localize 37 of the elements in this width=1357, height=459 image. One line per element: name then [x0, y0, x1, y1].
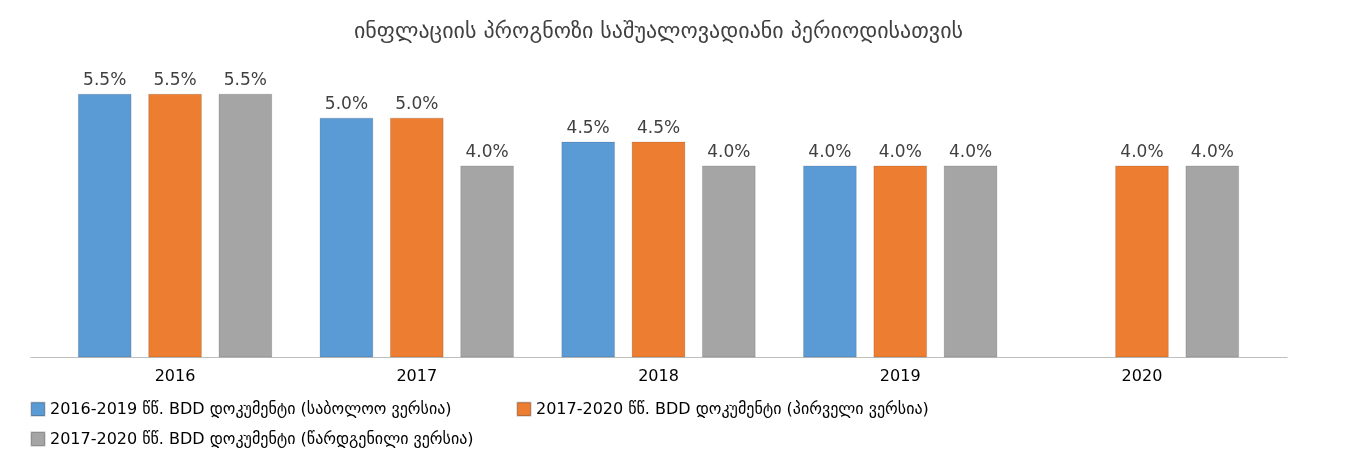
data-label: 5.0%	[395, 93, 439, 114]
bar	[78, 94, 132, 358]
data-label: 4.5%	[636, 117, 681, 138]
legend-label: 2017-2020 წწ. BDD დოკუმენტი (პირველი ვერსია)	[536, 399, 929, 419]
data-label: 4.5%	[566, 117, 610, 138]
bar	[390, 117, 444, 358]
legend-label: 2017-2020 წწ. BDD დოკუმენტი (წარდგენილი ვერსია)	[50, 429, 474, 448]
x-tick-label: 2019	[879, 365, 921, 385]
data-label: 4.0%	[808, 140, 852, 161]
data-label: 4.0%	[465, 140, 509, 161]
x-tick-label: 2016	[154, 365, 196, 385]
bar	[319, 117, 374, 358]
x-tick-label: 2018	[638, 365, 679, 385]
x-tick-label: 2017	[396, 365, 438, 385]
bar	[943, 165, 998, 358]
bar	[1185, 165, 1239, 358]
chart-title: ინფლაციის პროგნოზი საშუალოვადიანი პერიოდისათვის	[353, 18, 964, 43]
bar	[702, 165, 756, 358]
data-label: 4.0%	[1120, 140, 1164, 161]
bar	[803, 165, 857, 358]
data-label: 4.0%	[707, 140, 751, 161]
x-tick-label: 2020	[1121, 365, 1163, 385]
data-label: 4.0%	[1190, 140, 1234, 161]
data-label: 5.5%	[223, 69, 267, 90]
bar	[561, 141, 615, 358]
bar	[873, 165, 927, 358]
data-label: 4.0%	[878, 140, 922, 161]
bar	[218, 94, 272, 358]
bar	[148, 94, 202, 358]
data-label: 5.5%	[83, 69, 127, 90]
bar	[631, 141, 686, 358]
bar	[460, 165, 514, 358]
data-label: 4.0%	[948, 140, 993, 161]
data-label: 5.0%	[324, 93, 369, 114]
bar	[1115, 165, 1169, 358]
data-label: 5.5%	[153, 69, 197, 90]
legend-label: 2016-2019 წწ. BDD დოკუმენტი (საბოლოო ვერსია)	[50, 399, 452, 419]
